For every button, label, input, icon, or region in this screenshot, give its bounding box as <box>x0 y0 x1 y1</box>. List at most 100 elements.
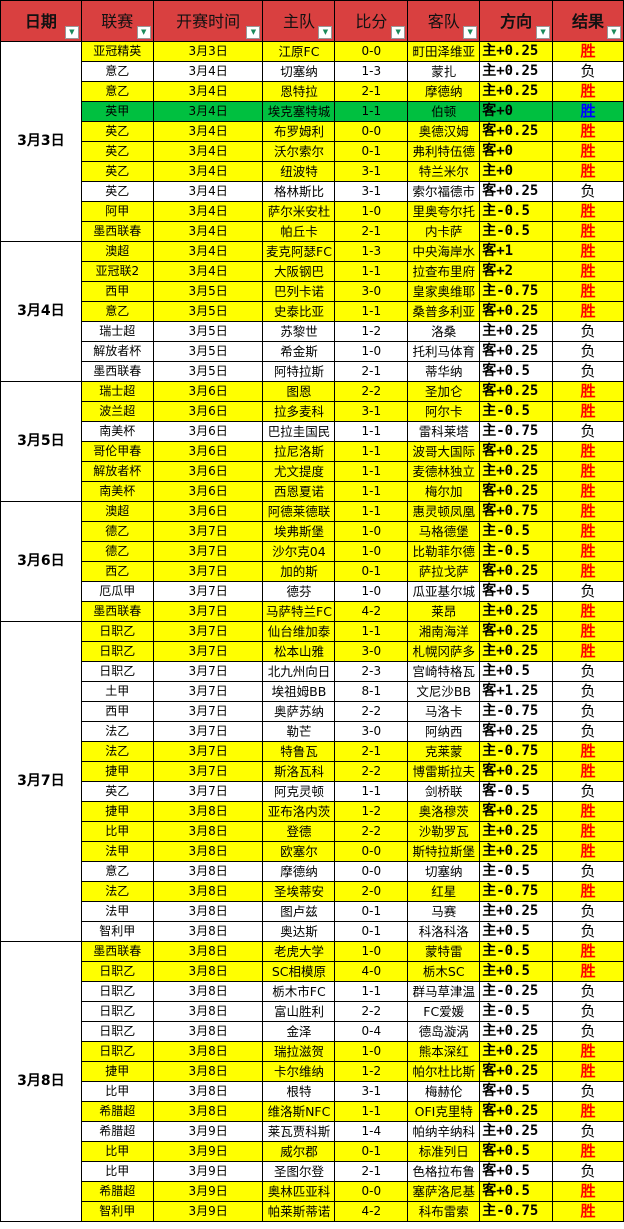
away-team-cell[interactable]: 梅赫伦 <box>407 1081 481 1102</box>
league-cell[interactable]: 墨西联春 <box>80 361 154 382</box>
result-cell[interactable]: 负 <box>552 781 624 802</box>
away-team-cell[interactable]: 马格德堡 <box>407 521 481 542</box>
away-team-cell[interactable]: 标准列日 <box>407 1141 481 1162</box>
score-cell[interactable]: 1-1 <box>334 301 409 322</box>
away-team-cell[interactable]: 莱昂 <box>407 601 481 622</box>
score-cell[interactable]: 0-1 <box>334 561 409 582</box>
home-team-cell[interactable]: 金泽 <box>262 1021 336 1042</box>
kickoff-time-cell[interactable]: 3月8日 <box>152 1021 264 1042</box>
kickoff-time-cell[interactable]: 3月7日 <box>152 761 264 782</box>
league-cell[interactable]: 英乙 <box>80 181 154 202</box>
score-cell[interactable]: 3-0 <box>334 641 409 662</box>
league-cell[interactable]: 法乙 <box>80 721 154 742</box>
direction-cell[interactable]: 主+0.25 <box>479 321 554 342</box>
kickoff-time-cell[interactable]: 3月8日 <box>152 981 264 1002</box>
league-cell[interactable]: 捷甲 <box>80 761 154 782</box>
score-cell[interactable]: 0-0 <box>334 861 409 882</box>
filter-dropdown-icon[interactable]: ▼ <box>246 26 261 39</box>
away-team-cell[interactable]: 斯特拉斯堡 <box>407 841 481 862</box>
direction-cell[interactable]: 主+0.25 <box>479 821 554 842</box>
score-cell[interactable]: 1-1 <box>334 781 409 802</box>
league-cell[interactable]: 英乙 <box>80 161 154 182</box>
away-team-cell[interactable]: 蒂华纳 <box>407 361 481 382</box>
kickoff-time-cell[interactable]: 3月4日 <box>152 201 264 222</box>
result-cell[interactable]: 胜 <box>552 441 624 462</box>
away-team-cell[interactable]: 科布雷索 <box>407 1201 481 1222</box>
kickoff-time-cell[interactable]: 3月4日 <box>152 101 264 122</box>
score-cell[interactable]: 0-1 <box>334 141 409 162</box>
result-cell[interactable]: 负 <box>552 581 624 602</box>
direction-cell[interactable]: 客+0.5 <box>479 1161 554 1182</box>
result-cell[interactable]: 负 <box>552 701 624 722</box>
direction-cell[interactable]: 客+0.5 <box>479 1141 554 1162</box>
away-team-cell[interactable]: 博雷斯拉夫 <box>407 761 481 782</box>
direction-cell[interactable]: 主-0.5 <box>479 941 554 962</box>
home-team-cell[interactable]: 瑞拉滋贺 <box>262 1041 336 1062</box>
home-team-cell[interactable]: 图卢兹 <box>262 901 336 922</box>
league-cell[interactable]: 日职乙 <box>80 1001 154 1022</box>
kickoff-time-cell[interactable]: 3月8日 <box>152 1081 264 1102</box>
league-cell[interactable]: 意乙 <box>80 301 154 322</box>
direction-cell[interactable]: 主-0.5 <box>479 221 554 242</box>
result-cell[interactable]: 胜 <box>552 1201 624 1222</box>
direction-cell[interactable]: 主-0.5 <box>479 521 554 542</box>
league-cell[interactable]: 英乙 <box>80 141 154 162</box>
result-cell[interactable]: 胜 <box>552 81 624 102</box>
score-cell[interactable]: 3-1 <box>334 161 409 182</box>
score-cell[interactable]: 2-2 <box>334 761 409 782</box>
home-team-cell[interactable]: 埃克塞特城 <box>262 101 336 122</box>
direction-cell[interactable]: 客+0.75 <box>479 501 554 522</box>
home-team-cell[interactable]: 富山胜利 <box>262 1001 336 1022</box>
home-team-cell[interactable]: 纽波特 <box>262 161 336 182</box>
league-cell[interactable]: 法甲 <box>80 901 154 922</box>
home-team-cell[interactable]: 埃弗斯堡 <box>262 521 336 542</box>
league-cell[interactable]: 日职乙 <box>80 961 154 982</box>
league-cell[interactable]: 亚冠精英 <box>80 41 154 62</box>
direction-cell[interactable]: 主-0.5 <box>479 201 554 222</box>
away-team-cell[interactable]: 札幌冈萨多 <box>407 641 481 662</box>
home-team-cell[interactable]: 阿克灵顿 <box>262 781 336 802</box>
direction-cell[interactable]: 主+0.5 <box>479 961 554 982</box>
home-team-cell[interactable]: 摩德纳 <box>262 861 336 882</box>
result-cell[interactable]: 胜 <box>552 141 624 162</box>
league-cell[interactable]: 瑞士超 <box>80 321 154 342</box>
home-team-cell[interactable]: 江原FC <box>262 41 336 62</box>
direction-cell[interactable]: 客+0 <box>479 141 554 162</box>
score-cell[interactable]: 2-2 <box>334 1001 409 1022</box>
result-cell[interactable]: 负 <box>552 1001 624 1022</box>
league-cell[interactable]: 阿甲 <box>80 201 154 222</box>
home-team-cell[interactable]: 布罗姆利 <box>262 121 336 142</box>
league-cell[interactable]: 日职乙 <box>80 1021 154 1042</box>
result-cell[interactable]: 负 <box>552 1121 624 1142</box>
direction-cell[interactable]: 客+0.25 <box>479 561 554 582</box>
league-cell[interactable]: 南美杯 <box>80 421 154 442</box>
kickoff-time-cell[interactable]: 3月6日 <box>152 501 264 522</box>
direction-cell[interactable]: 客+0.25 <box>479 721 554 742</box>
score-cell[interactable]: 1-1 <box>334 621 409 642</box>
away-team-cell[interactable]: 群马草津温 <box>407 981 481 1002</box>
result-cell[interactable]: 胜 <box>552 281 624 302</box>
away-team-cell[interactable]: 马赛 <box>407 901 481 922</box>
league-cell[interactable]: 法甲 <box>80 841 154 862</box>
direction-cell[interactable]: 主-0.75 <box>479 421 554 442</box>
direction-cell[interactable]: 主+0.5 <box>479 661 554 682</box>
kickoff-time-cell[interactable]: 3月4日 <box>152 221 264 242</box>
kickoff-time-cell[interactable]: 3月4日 <box>152 241 264 262</box>
result-cell[interactable]: 胜 <box>552 121 624 142</box>
home-team-cell[interactable]: 亚布洛内茨 <box>262 801 336 822</box>
away-team-cell[interactable]: 索尔福德市 <box>407 181 481 202</box>
league-cell[interactable]: 捷甲 <box>80 801 154 822</box>
away-team-cell[interactable]: 文尼沙BB <box>407 681 481 702</box>
kickoff-time-cell[interactable]: 3月8日 <box>152 1041 264 1062</box>
result-cell[interactable]: 胜 <box>552 41 624 62</box>
direction-cell[interactable]: 客+0.5 <box>479 361 554 382</box>
kickoff-time-cell[interactable]: 3月5日 <box>152 281 264 302</box>
kickoff-time-cell[interactable]: 3月7日 <box>152 601 264 622</box>
away-team-cell[interactable]: 帕尔杜比斯 <box>407 1061 481 1082</box>
league-cell[interactable]: 法乙 <box>80 881 154 902</box>
score-cell[interactable]: 1-0 <box>334 201 409 222</box>
score-cell[interactable]: 1-1 <box>334 981 409 1002</box>
direction-cell[interactable]: 客+0.25 <box>479 441 554 462</box>
kickoff-time-cell[interactable]: 3月7日 <box>152 581 264 602</box>
home-team-cell[interactable]: 仙台维加泰 <box>262 621 336 642</box>
